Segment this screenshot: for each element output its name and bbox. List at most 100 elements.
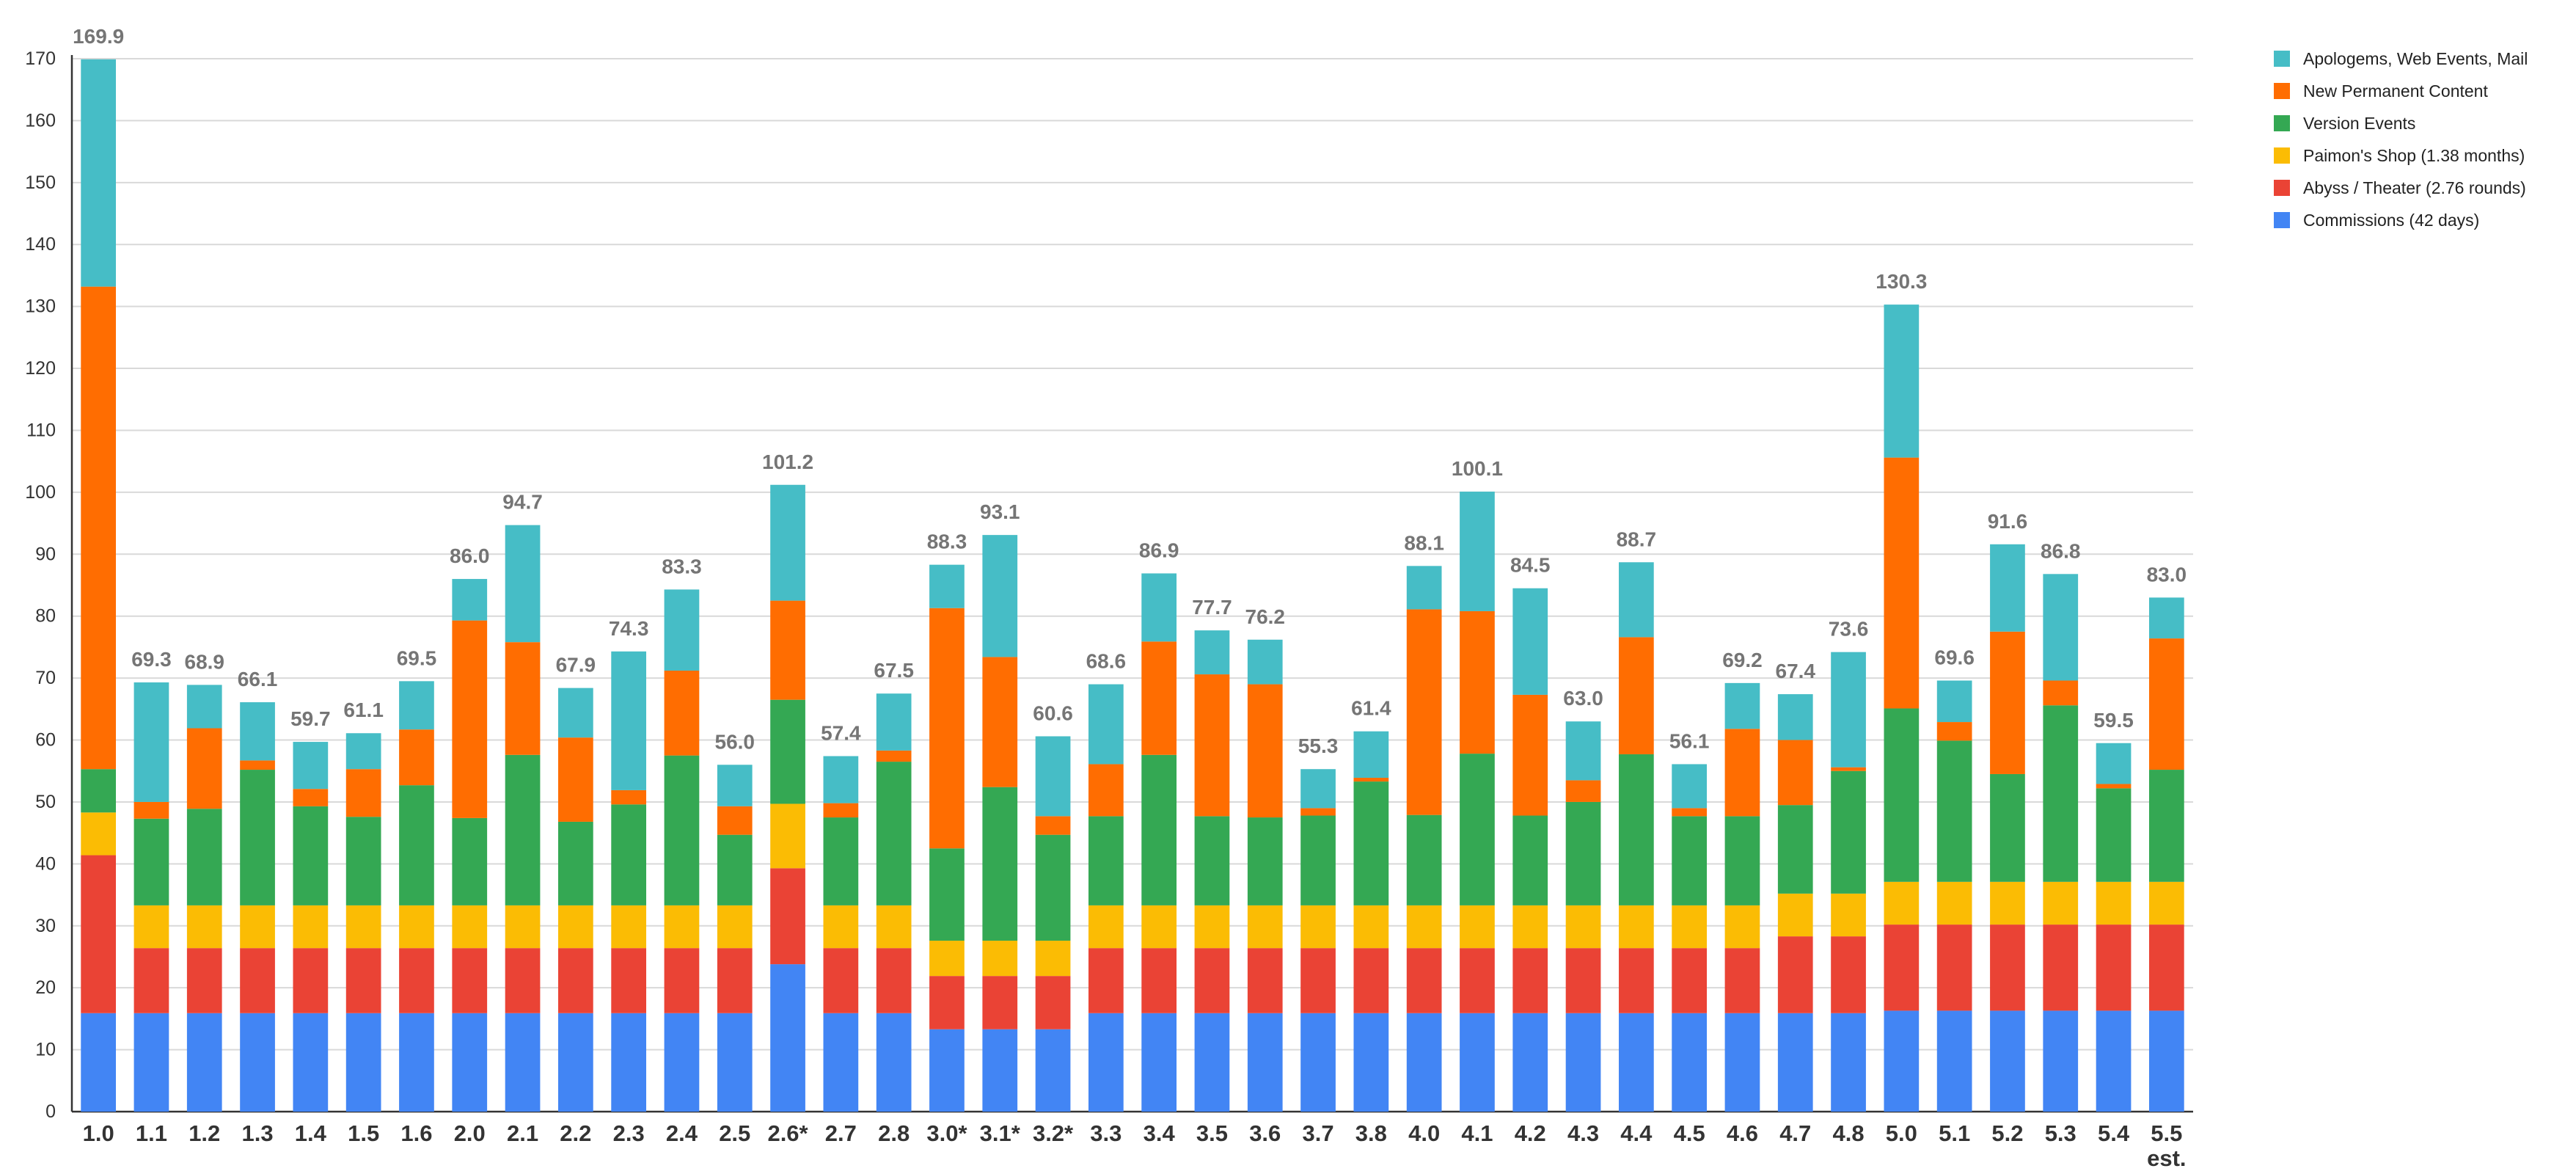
- x-tick-label: 3.7: [1302, 1120, 1333, 1146]
- bar-segment-1: [1088, 1013, 1124, 1112]
- bar-segment-2: [823, 948, 859, 1013]
- bar-segment-5: [186, 728, 222, 809]
- bar-segment-1: [452, 1013, 488, 1112]
- bar-segment-1: [1194, 1013, 1230, 1112]
- x-tick-label: 5.5 est.: [2147, 1120, 2186, 1171]
- bar-segment-3: [133, 905, 169, 949]
- y-tick-label: 50: [35, 792, 56, 812]
- bar-segment-2: [770, 868, 805, 965]
- bar-segment-6: [611, 651, 647, 790]
- bar-segment-3: [1884, 881, 1920, 925]
- bar-segment-3: [1194, 905, 1230, 949]
- bar-segment-2: [399, 948, 434, 1013]
- bar-segment-3: [929, 941, 965, 977]
- bar-segment-3: [876, 905, 912, 949]
- bar-segment-3: [717, 905, 753, 949]
- bar-segment-3: [1035, 941, 1071, 977]
- bar-segment-3: [2043, 881, 2079, 925]
- bar-total-label: 77.7: [1192, 596, 1232, 619]
- x-tick-label: 2.5: [719, 1120, 750, 1146]
- bar-segment-3: [2096, 881, 2132, 925]
- bar-segment-3: [1460, 905, 1495, 949]
- bar-total-label: 56.1: [1669, 729, 1710, 752]
- x-tick-label: 1.6: [400, 1120, 432, 1146]
- bar-segment-3: [1831, 893, 1866, 937]
- bar-segment-4: [1406, 814, 1442, 905]
- y-tick-label: 100: [25, 482, 56, 503]
- bar-segment-5: [1884, 457, 1920, 709]
- bar-segment-1: [557, 1013, 593, 1112]
- bar-segment-5: [1460, 610, 1495, 754]
- bar-segment-6: [2096, 743, 2132, 784]
- bar-segment-6: [452, 579, 488, 621]
- bar-segment-2: [1300, 948, 1336, 1013]
- bar-segment-3: [664, 905, 700, 949]
- x-tick-label: 3.6: [1249, 1120, 1281, 1146]
- legend-item: Abyss / Theater (2.76 rounds): [2274, 172, 2528, 204]
- bar-total-label: 93.1: [980, 500, 1020, 523]
- bar-segment-6: [823, 756, 859, 803]
- bar-segment-1: [2043, 1010, 2079, 1112]
- bar-segment-4: [505, 754, 541, 905]
- bar-segment-6: [399, 681, 434, 730]
- x-tick-label: 4.6: [1727, 1120, 1758, 1146]
- bar-segment-1: [1777, 1013, 1813, 1112]
- x-tick-label: 1.2: [189, 1120, 220, 1146]
- bar-segment-1: [717, 1013, 753, 1112]
- bar-segment-3: [557, 905, 593, 949]
- bar-segment-6: [240, 702, 275, 761]
- bar-segment-6: [1300, 769, 1336, 809]
- bar-segment-4: [1353, 781, 1389, 905]
- bar-segment-5: [1194, 674, 1230, 817]
- legend-label: Apologems, Web Events, Mail: [2303, 48, 2528, 68]
- bar-segment-5: [2043, 680, 2079, 706]
- legend: Apologems, Web Events, Mail New Permanent…: [2274, 43, 2528, 236]
- legend-item: New Permanent Content: [2274, 75, 2528, 107]
- bar-total-label: 59.7: [290, 707, 331, 730]
- bar-total-label: 69.3: [131, 648, 172, 671]
- bar-segment-6: [505, 525, 541, 643]
- bar-segment-5: [876, 750, 912, 762]
- bar-segment-2: [664, 948, 700, 1013]
- y-tick-label: 120: [25, 358, 56, 379]
- bar-segment-2: [1724, 948, 1760, 1013]
- bar-total-label: 55.3: [1298, 734, 1339, 757]
- bar-segment-2: [611, 948, 647, 1013]
- bar-segment-4: [345, 817, 381, 905]
- legend-label: Commissions (42 days): [2303, 210, 2480, 230]
- x-tick-label: 3.5: [1196, 1120, 1228, 1146]
- bar-segment-6: [876, 693, 912, 751]
- bar-segment-2: [2096, 925, 2132, 1011]
- y-tick-label: 20: [35, 977, 56, 998]
- x-tick-label: 4.2: [1515, 1120, 1546, 1146]
- bar-segment-1: [1460, 1013, 1495, 1112]
- bar-segment-6: [1194, 630, 1230, 675]
- bar-segment-6: [1936, 680, 1972, 723]
- bar-segment-1: [1724, 1013, 1760, 1112]
- bar-segment-4: [770, 699, 805, 804]
- bar-segment-4: [399, 785, 434, 905]
- bar-segment-1: [1141, 1013, 1177, 1112]
- bar-segment-6: [133, 682, 169, 802]
- bar-segment-5: [1777, 740, 1813, 806]
- y-tick-label: 40: [35, 853, 56, 874]
- y-tick-label: 160: [25, 110, 56, 131]
- bar-segment-4: [1672, 816, 1708, 905]
- x-tick-label: 2.8: [878, 1120, 910, 1146]
- bar-segment-3: [345, 905, 381, 949]
- bar-segment-6: [1141, 573, 1177, 642]
- bar-segment-4: [452, 817, 488, 905]
- bar-segment-3: [240, 905, 275, 949]
- bar-total-label: 67.4: [1776, 660, 1816, 682]
- legend-swatch: [2274, 180, 2290, 196]
- y-tick-label: 150: [25, 172, 56, 193]
- bar-total-label: 88.1: [1404, 531, 1444, 554]
- bar-total-label: 91.6: [1988, 510, 2028, 533]
- bar-segment-1: [1831, 1013, 1866, 1112]
- bar-segment-4: [982, 787, 1018, 941]
- bar-segment-3: [1353, 905, 1389, 949]
- bar-segment-4: [664, 755, 700, 905]
- bar-segment-5: [1672, 808, 1708, 817]
